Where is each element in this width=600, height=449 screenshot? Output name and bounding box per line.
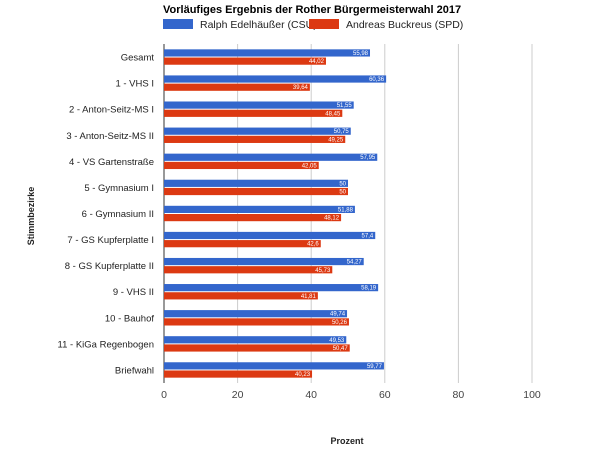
bar-spd [164,318,349,326]
bar-csu [164,231,376,240]
category-label: 7 - GS Kupferplatte I [67,235,154,246]
bar-csu [164,153,378,161]
x-tick-label: 80 [453,389,465,401]
bar-spd [164,57,326,65]
data-label: 41,81 [301,294,317,300]
bar-csu [164,205,355,213]
legend-swatch-spd [309,19,339,29]
legend-label-csu: Ralph Edelhäußer (CSU) [200,19,317,31]
data-label: 50,26 [332,320,348,326]
category-label: 11 - KiGa Regenbogen [58,339,154,350]
category-label: 1 - VHS I [115,79,154,90]
data-label: 42,6 [307,242,319,248]
data-label: 49,25 [328,137,344,143]
data-label: 50,75 [334,129,350,135]
bar-spd [164,240,321,248]
bar-csu [164,362,384,370]
legend: Ralph Edelhäußer (CSU) Andreas Buckreus … [163,19,463,31]
bar-csu [164,310,348,318]
data-label: 39,64 [293,85,309,91]
category-label: 4 - VS Gartenstraße [69,157,154,168]
bar-spd [164,83,310,91]
data-label: 50,47 [333,346,349,352]
data-label: 45,73 [315,268,331,274]
data-label: 58,19 [361,286,377,292]
data-label: 48,12 [324,216,340,222]
data-label: 54,27 [347,260,363,266]
bar-spd [164,161,319,170]
category-labels: Gesamt 1 - VHS I 2 - Anton-Seitz-MS I 3 - A… [58,53,155,377]
data-label: 60,36 [369,77,385,83]
category-label: 2 - Anton-Seitz-MS I [69,105,154,116]
x-tick-label: 0 [161,389,167,401]
category-label: 3 - Anton-Seitz-MS II [66,131,154,142]
data-label: 59,77 [367,364,383,370]
x-tick-label: 20 [232,389,244,401]
category-label: 5 - Gymnasium I [84,183,154,194]
x-tick-label: 60 [379,389,391,401]
data-label: 51,55 [337,103,353,109]
x-tick-label: 100 [523,389,541,401]
bar-spd [164,344,350,352]
bar-csu [164,101,354,109]
legend-label-spd: Andreas Buckreus (SPD) [346,19,463,31]
category-label: 10 - Bauhof [105,313,154,324]
bar-csu [164,336,347,344]
x-axis-title: Prozent [330,436,363,446]
bar-spd [164,292,318,300]
bar-csu [164,75,387,83]
y-axis-title: Stimmbezirke [26,187,36,246]
category-label: 9 - VHS II [113,287,154,298]
category-label: Gesamt [121,53,155,64]
bar-spd [164,214,342,222]
bar-csu [164,179,348,187]
data-label: 50 [339,190,346,196]
x-tick-labels: 0 20 40 60 80 100 [161,389,541,401]
data-label: 57,4 [362,233,374,239]
legend-swatch-csu [163,19,193,29]
bar-spd [164,266,333,274]
data-label: 50 [339,181,346,187]
bar-spd [164,135,346,143]
category-label: 6 - Gymnasium II [82,209,154,220]
data-label: 42,05 [302,163,318,169]
gridlines [163,44,533,383]
bar-spd [164,187,348,196]
data-label: 51,88 [338,207,354,213]
bar-spd [164,370,313,378]
data-label: 49,74 [330,312,346,318]
data-label: 48,45 [325,111,341,117]
bar-spd [164,109,343,117]
data-label: 44,02 [309,59,325,65]
data-label: 57,95 [360,155,376,161]
bar-csu [164,127,351,135]
chart-title: Vorläufiges Ergebnis der Rother Bürgerme… [163,4,461,16]
bar-csu [164,49,371,57]
bar-csu [164,257,364,266]
bars: 55,98 44,02 60,36 39,64 51,55 48,45 50,75 49,25… [164,49,387,378]
category-label: Briefwahl [115,365,154,376]
data-label: 49,53 [329,338,345,344]
data-label: 40,23 [295,372,311,378]
category-label: 8 - GS Kupferplatte II [65,261,154,272]
x-tick-label: 40 [305,389,317,401]
data-label: 55,98 [353,51,369,57]
bar-csu [164,284,379,292]
